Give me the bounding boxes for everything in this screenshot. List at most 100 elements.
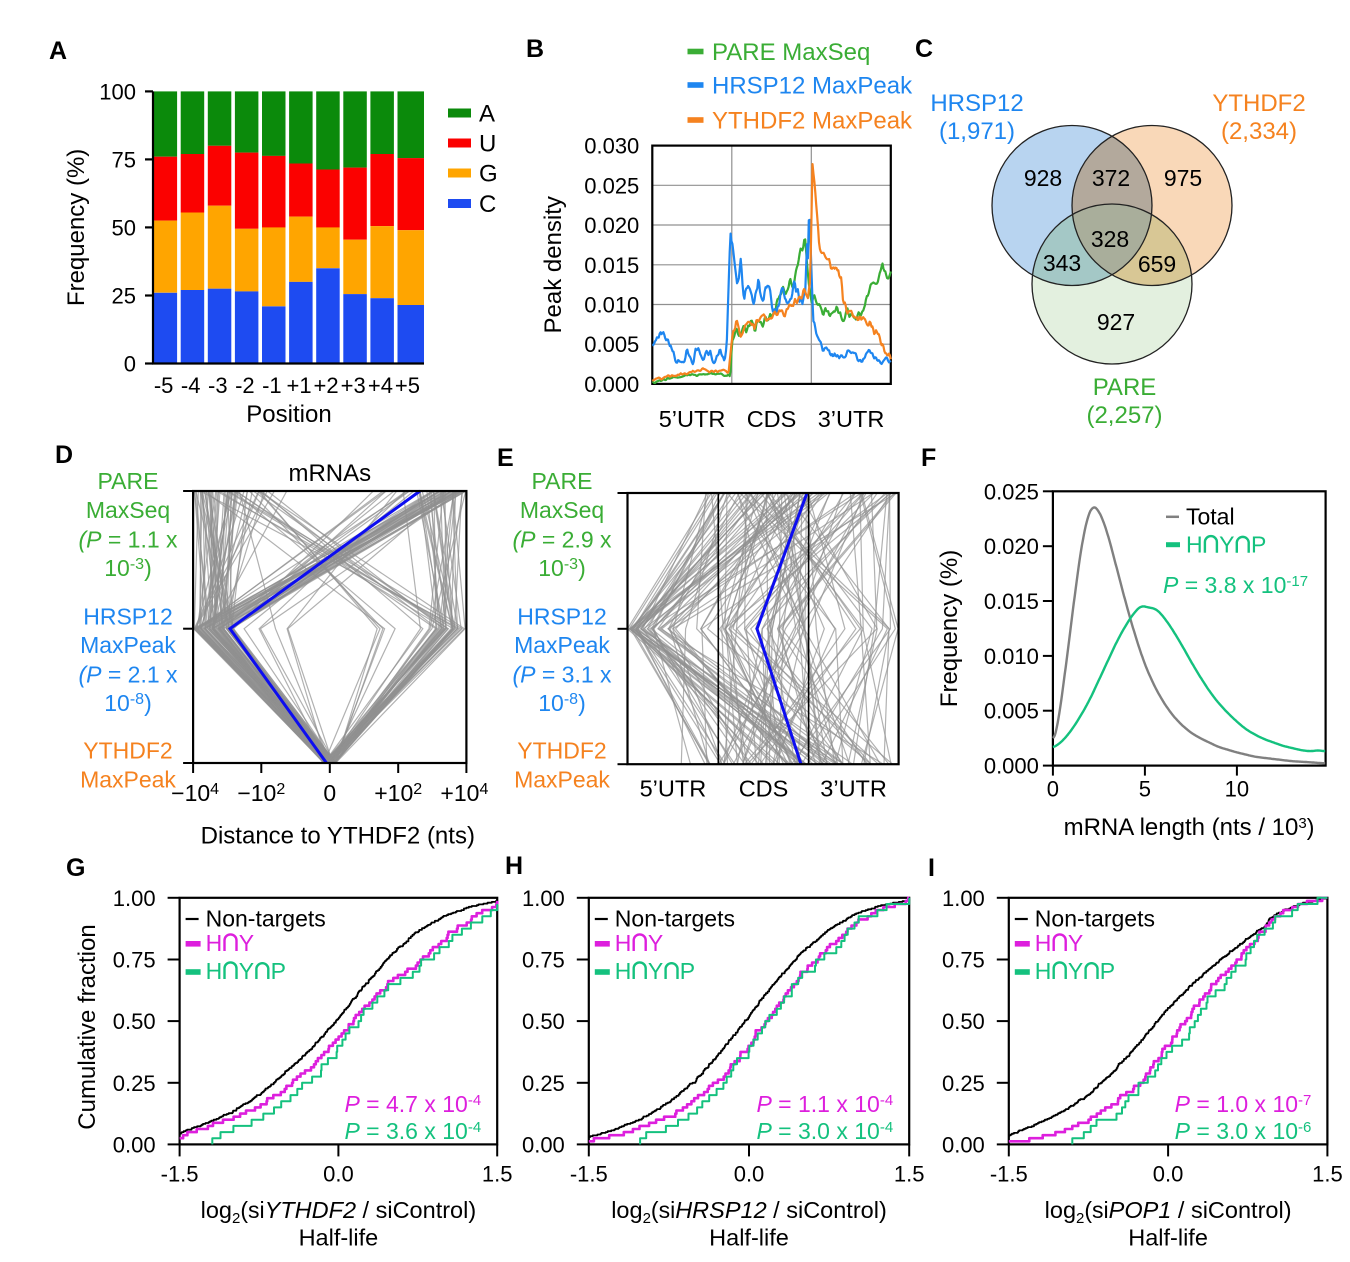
svg-text:PARE: PARE: [532, 468, 593, 494]
svg-text:1.00: 1.00: [522, 886, 565, 911]
svg-text:P: P: [271, 958, 286, 984]
svg-text:(2,334): (2,334): [1221, 118, 1297, 145]
svg-text:0.005: 0.005: [584, 332, 639, 357]
svg-text:HRSP12: HRSP12: [83, 604, 172, 630]
svg-text:0.75: 0.75: [522, 948, 565, 973]
svg-text:HRSP12: HRSP12: [930, 90, 1023, 117]
svg-text:P = 1.0 x 10-7: P = 1.0 x 10-7: [1175, 1091, 1312, 1117]
svg-text:P: P: [680, 958, 695, 984]
svg-text:CDS: CDS: [747, 406, 797, 432]
svg-text:0.020: 0.020: [584, 213, 639, 238]
svg-text:mRNA length (nts / 103): mRNA length (nts / 103): [1064, 814, 1315, 841]
svg-text:659: 659: [1138, 251, 1176, 277]
svg-text:(P = 2.9 x: (P = 2.9 x: [512, 527, 612, 553]
svg-text:Position: Position: [246, 401, 331, 428]
svg-text:mRNAs: mRNAs: [288, 460, 371, 487]
svg-text:I: I: [928, 854, 935, 882]
svg-text:372: 372: [1092, 165, 1130, 191]
svg-text:Y: Y: [1219, 532, 1234, 558]
svg-text:B: B: [526, 35, 544, 63]
svg-text:Total: Total: [1186, 504, 1235, 530]
svg-text:A: A: [479, 101, 495, 128]
svg-text:H: H: [1186, 532, 1203, 558]
svg-text:(2,257): (2,257): [1086, 402, 1162, 429]
svg-text:5: 5: [1139, 777, 1151, 802]
svg-text:0.005: 0.005: [984, 699, 1039, 724]
svg-text:D: D: [55, 441, 73, 469]
svg-text:(1,971): (1,971): [939, 118, 1015, 145]
svg-text:10-8): 10-8): [538, 690, 586, 716]
svg-text:-1.5: -1.5: [570, 1162, 608, 1187]
svg-text:5’UTR: 5’UTR: [659, 406, 726, 432]
svg-text:P = 3.8 x 10-17: P = 3.8 x 10-17: [1163, 572, 1308, 598]
svg-text:A: A: [49, 37, 67, 65]
svg-text:1.5: 1.5: [894, 1162, 925, 1187]
svg-text:Y: Y: [648, 958, 663, 984]
svg-text:0: 0: [323, 780, 336, 806]
svg-text:Half-life: Half-life: [709, 1225, 789, 1251]
svg-text:0.000: 0.000: [584, 372, 639, 397]
svg-text:0.25: 0.25: [942, 1071, 985, 1096]
svg-text:Frequency (%): Frequency (%): [936, 550, 963, 707]
svg-text:1.5: 1.5: [482, 1162, 513, 1187]
svg-text:0.015: 0.015: [984, 589, 1039, 614]
svg-text:+5: +5: [395, 373, 420, 398]
svg-text:975: 975: [1164, 165, 1202, 191]
svg-text:Non-targets: Non-targets: [206, 906, 326, 932]
svg-text:P: P: [1251, 532, 1266, 558]
svg-text:MaxPeak: MaxPeak: [80, 632, 176, 658]
svg-text:3’UTR: 3’UTR: [820, 776, 887, 802]
svg-text:25: 25: [112, 284, 136, 309]
svg-text:0.50: 0.50: [522, 1009, 565, 1034]
svg-text:10-8): 10-8): [104, 690, 152, 716]
svg-text:H: H: [615, 958, 632, 984]
svg-text:YTHDF2: YTHDF2: [517, 738, 606, 764]
svg-text:0.030: 0.030: [584, 134, 639, 159]
svg-text:MaxSeq: MaxSeq: [86, 497, 170, 523]
svg-text:P = 3.0 x 10-4: P = 3.0 x 10-4: [756, 1118, 893, 1144]
svg-text:H: H: [505, 852, 523, 880]
svg-text:0.015: 0.015: [584, 253, 639, 278]
svg-text:(P = 2.1 x: (P = 2.1 x: [78, 662, 178, 688]
svg-text:Non-targets: Non-targets: [1035, 906, 1155, 932]
svg-text:+1: +1: [287, 373, 312, 398]
svg-text:H: H: [1035, 930, 1052, 956]
svg-text:HRSP12: HRSP12: [517, 604, 606, 630]
svg-text:0.25: 0.25: [113, 1071, 156, 1096]
svg-text:0.0: 0.0: [734, 1162, 765, 1187]
svg-text:C: C: [915, 35, 933, 63]
svg-text:Non-targets: Non-targets: [615, 906, 735, 932]
svg-text:log2(siPOP1 / siControl): log2(siPOP1 / siControl): [1045, 1197, 1292, 1227]
svg-text:-5: -5: [154, 373, 174, 398]
svg-text:-1: -1: [262, 373, 282, 398]
svg-text:0: 0: [1047, 777, 1059, 802]
svg-text:0.020: 0.020: [984, 534, 1039, 559]
svg-text:YTHDF2 MaxPeak: YTHDF2 MaxPeak: [712, 108, 913, 135]
svg-text:-2: -2: [235, 373, 255, 398]
svg-text:0.50: 0.50: [942, 1009, 985, 1034]
svg-text:0.000: 0.000: [984, 754, 1039, 779]
svg-text:0: 0: [124, 352, 136, 377]
svg-text:Distance to YTHDF2 (nts): Distance to YTHDF2 (nts): [201, 823, 475, 850]
svg-text:H: H: [615, 930, 632, 956]
svg-text:log2(siHRSP12 / siControl): log2(siHRSP12 / siControl): [611, 1197, 887, 1227]
svg-text:MaxPeak: MaxPeak: [80, 767, 176, 793]
svg-text:0.00: 0.00: [942, 1132, 985, 1157]
svg-text:Y: Y: [1068, 930, 1083, 956]
svg-text:PARE: PARE: [1093, 374, 1157, 401]
svg-text:G: G: [66, 854, 85, 882]
svg-text:PARE MaxSeq: PARE MaxSeq: [712, 39, 870, 66]
svg-text:5’UTR: 5’UTR: [640, 776, 707, 802]
svg-text:0.025: 0.025: [584, 173, 639, 198]
svg-text:0.75: 0.75: [942, 948, 985, 973]
svg-text:-1.5: -1.5: [161, 1162, 199, 1187]
svg-text:+2: +2: [314, 373, 339, 398]
svg-text:Peak density: Peak density: [540, 196, 567, 333]
svg-text:Y: Y: [239, 930, 254, 956]
svg-text:P = 3.0 x 10-6: P = 3.0 x 10-6: [1175, 1118, 1312, 1144]
svg-text:(P = 1.1 x: (P = 1.1 x: [78, 527, 178, 553]
svg-text:0.0: 0.0: [323, 1162, 354, 1187]
svg-text:927: 927: [1097, 309, 1135, 335]
svg-text:MaxPeak: MaxPeak: [514, 767, 610, 793]
svg-text:0.025: 0.025: [984, 479, 1039, 504]
